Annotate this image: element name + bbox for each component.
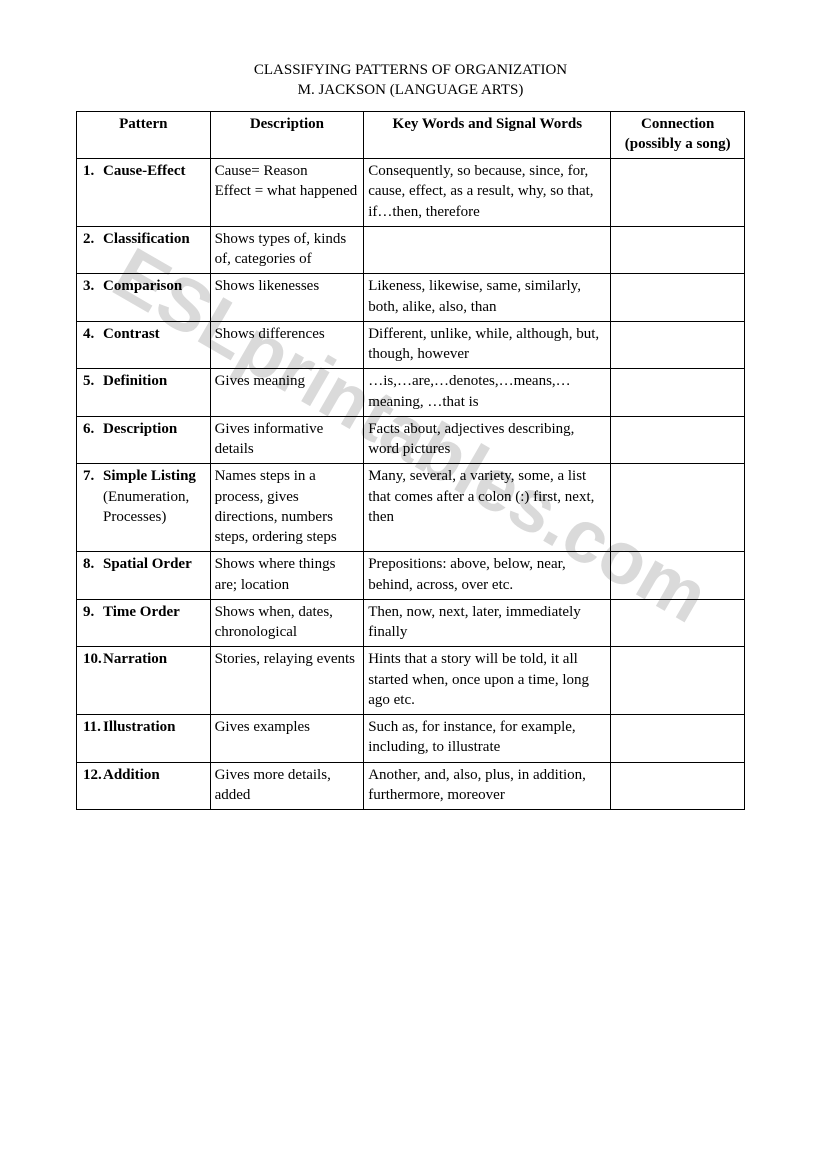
table-row: 11.IllustrationGives examplesSuch as, fo… — [77, 715, 745, 763]
cell-keywords: Then, now, next, later, immediately fina… — [364, 599, 611, 647]
row-number: 10. — [83, 649, 103, 669]
col-header-connection: Connection (possibly a song) — [611, 111, 745, 159]
cell-keywords: Different, unlike, while, although, but,… — [364, 321, 611, 369]
row-number: 6. — [83, 419, 103, 439]
cell-pattern: 5.Definition — [77, 369, 211, 417]
row-number: 1. — [83, 161, 103, 181]
cell-pattern: 9.Time Order — [77, 599, 211, 647]
row-number: 5. — [83, 371, 103, 391]
cell-keywords: Many, several, a variety, some, a list t… — [364, 464, 611, 552]
cell-connection — [611, 599, 745, 647]
row-sublabel: (Enumeration, Processes) — [83, 487, 206, 528]
cell-pattern: 1.Cause-Effect — [77, 159, 211, 227]
col-header-keywords: Key Words and Signal Words — [364, 111, 611, 159]
row-label: Time Order — [103, 604, 180, 620]
cell-connection — [611, 226, 745, 274]
row-number: 4. — [83, 324, 103, 344]
row-label: Contrast — [103, 326, 160, 342]
cell-connection — [611, 416, 745, 464]
row-number: 9. — [83, 602, 103, 622]
cell-connection — [611, 369, 745, 417]
row-number: 7. — [83, 466, 103, 486]
table-header-row: Pattern Description Key Words and Signal… — [77, 111, 745, 159]
row-label: Illustration — [103, 719, 176, 735]
cell-keywords: Likeness, likewise, same, similarly, bot… — [364, 274, 611, 322]
cell-keywords: Another, and, also, plus, in addition, f… — [364, 762, 611, 810]
cell-description: Shows likenesses — [210, 274, 364, 322]
title-line-1: CLASSIFYING PATTERNS OF ORGANIZATION — [76, 60, 745, 80]
table-row: 7.Simple Listing (Enumeration, Processes)… — [77, 464, 745, 552]
cell-pattern: 8.Spatial Order — [77, 552, 211, 600]
cell-description: Gives examples — [210, 715, 364, 763]
cell-description: Gives meaning — [210, 369, 364, 417]
cell-keywords: Facts about, adjectives describing, word… — [364, 416, 611, 464]
row-label: Narration — [103, 651, 167, 667]
row-label: Simple Listing — [103, 468, 196, 484]
cell-description: Stories, relaying events — [210, 647, 364, 715]
title-line-2: M. JACKSON (LANGUAGE ARTS) — [76, 80, 745, 100]
cell-description: Gives more details, added — [210, 762, 364, 810]
cell-description: Shows differences — [210, 321, 364, 369]
cell-pattern: 12.Addition — [77, 762, 211, 810]
cell-connection — [611, 552, 745, 600]
row-number: 11. — [83, 717, 103, 737]
row-label: Classification — [103, 231, 190, 247]
row-label: Comparison — [103, 278, 182, 294]
title-block: CLASSIFYING PATTERNS OF ORGANIZATION M. … — [76, 60, 745, 101]
table-row: 9.Time OrderShows when, dates, chronolog… — [77, 599, 745, 647]
col-header-pattern: Pattern — [77, 111, 211, 159]
cell-description: Shows when, dates, chronological — [210, 599, 364, 647]
row-label: Spatial Order — [103, 556, 192, 572]
row-number: 3. — [83, 276, 103, 296]
cell-connection — [611, 159, 745, 227]
cell-pattern: 10.Narration — [77, 647, 211, 715]
cell-pattern: 7.Simple Listing (Enumeration, Processes) — [77, 464, 211, 552]
cell-connection — [611, 647, 745, 715]
cell-description: Shows types of, kinds of, categories of — [210, 226, 364, 274]
cell-keywords: …is,…are,…denotes,…means,… meaning, …tha… — [364, 369, 611, 417]
table-row: 5.DefinitionGives meaning…is,…are,…denot… — [77, 369, 745, 417]
row-label: Definition — [103, 373, 167, 389]
cell-pattern: 11.Illustration — [77, 715, 211, 763]
table-row: 4.ContrastShows differencesDifferent, un… — [77, 321, 745, 369]
row-label: Addition — [103, 767, 160, 783]
cell-pattern: 2.Classification — [77, 226, 211, 274]
cell-connection — [611, 715, 745, 763]
row-label: Description — [103, 421, 177, 437]
table-row: 1.Cause-EffectCause= ReasonEffect = what… — [77, 159, 745, 227]
table-row: 8.Spatial OrderShows where things are; l… — [77, 552, 745, 600]
cell-keywords: Hints that a story will be told, it all … — [364, 647, 611, 715]
table-row: 6.DescriptionGives informative detailsFa… — [77, 416, 745, 464]
cell-connection — [611, 464, 745, 552]
cell-description: Gives informative details — [210, 416, 364, 464]
cell-description: Shows where things are; location — [210, 552, 364, 600]
table-row: 12.AdditionGives more details, addedAnot… — [77, 762, 745, 810]
cell-connection — [611, 762, 745, 810]
row-number: 12. — [83, 765, 103, 785]
cell-keywords: Such as, for instance, for example, incl… — [364, 715, 611, 763]
table-row: 2.ClassificationShows types of, kinds of… — [77, 226, 745, 274]
row-number: 2. — [83, 229, 103, 249]
col-header-description: Description — [210, 111, 364, 159]
cell-pattern: 4.Contrast — [77, 321, 211, 369]
cell-keywords: Prepositions: above, below, near, behind… — [364, 552, 611, 600]
cell-keywords: Consequently, so because, since, for, ca… — [364, 159, 611, 227]
cell-connection — [611, 321, 745, 369]
cell-pattern: 3.Comparison — [77, 274, 211, 322]
cell-description: Cause= ReasonEffect = what happened — [210, 159, 364, 227]
cell-connection — [611, 274, 745, 322]
table-row: 3.ComparisonShows likenessesLikeness, li… — [77, 274, 745, 322]
patterns-table: Pattern Description Key Words and Signal… — [76, 111, 745, 811]
cell-keywords — [364, 226, 611, 274]
row-label: Cause-Effect — [103, 163, 185, 179]
cell-description: Names steps in a process, gives directio… — [210, 464, 364, 552]
table-row: 10.NarrationStories, relaying eventsHint… — [77, 647, 745, 715]
row-number: 8. — [83, 554, 103, 574]
cell-pattern: 6.Description — [77, 416, 211, 464]
